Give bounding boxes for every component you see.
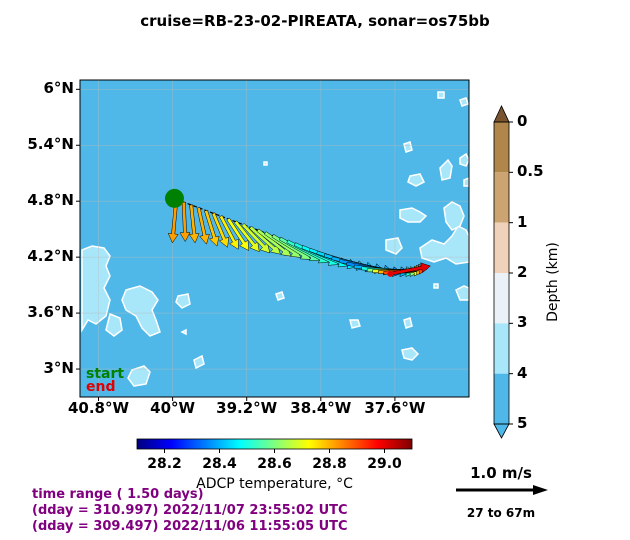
depth-colorbar-bottom-extension xyxy=(493,423,510,439)
shallow-region xyxy=(385,237,403,255)
shallow-region xyxy=(439,158,453,181)
shallow-region xyxy=(175,293,191,309)
shallow-region xyxy=(419,225,469,265)
depth-colorbar-tick-label: 3 xyxy=(517,313,528,332)
x-tick-label: 40°W xyxy=(150,399,196,417)
shallow-regions xyxy=(81,91,469,387)
depth-colorbar-tick-label: 5 xyxy=(517,414,528,432)
velocity-vector xyxy=(188,204,200,244)
legend-start: start xyxy=(86,366,125,382)
velocity-vector xyxy=(179,201,191,243)
scale-arrow xyxy=(456,485,548,495)
depth-colorbar-segment xyxy=(494,273,509,324)
depth-colorbar xyxy=(493,105,513,439)
chart-title: cruise=RB-23-02-PIREATA, sonar=os75bb xyxy=(140,12,490,30)
temperature-colorbar-tick-label: 28.8 xyxy=(312,456,347,472)
depth-colorbar-tick-label: 0 xyxy=(517,112,528,130)
velocity-vector xyxy=(196,207,210,245)
x-tick-label: 40.8°W xyxy=(67,399,130,417)
track-start-marker xyxy=(164,188,184,208)
depth-colorbar-segment xyxy=(494,323,509,374)
depth-colorbar-segment xyxy=(494,122,509,173)
y-tick-label: 4.2°N xyxy=(27,247,74,266)
velocity-vector xyxy=(219,215,239,250)
x-tick-label: 37.6°W xyxy=(364,399,426,417)
shallow-region xyxy=(443,201,465,231)
y-tick-label: 3°N xyxy=(43,359,75,378)
temperature-colorbar-title: ADCP temperature, °C xyxy=(196,476,353,492)
shallow-region xyxy=(433,283,439,289)
shallow-region xyxy=(463,177,469,187)
track-markers xyxy=(164,188,394,277)
shallow-region xyxy=(459,97,469,107)
y-tick-label: 5.4°N xyxy=(27,135,74,154)
velocity-vector xyxy=(249,225,281,255)
velocity-vector xyxy=(233,220,260,253)
depth-colorbar-tick-label: 0.5 xyxy=(517,162,544,181)
y-axis-ticks xyxy=(76,88,80,370)
y-tick-label: 3.6°N xyxy=(27,303,74,322)
x-tick-label: 39.2°W xyxy=(216,399,278,417)
scale-speed-label: 1.0 m/s xyxy=(470,464,532,482)
end-time-label: (dday = 310.997) 2022/11/07 23:55:02 UTC xyxy=(32,503,348,518)
temperature-colorbar-tick-label: 28.6 xyxy=(257,456,292,472)
depth-colorbar-segment xyxy=(494,373,509,424)
shallow-region xyxy=(81,245,111,333)
shallow-region xyxy=(407,173,426,187)
x-axis-ticks xyxy=(98,397,396,401)
depth-colorbar-top-extension xyxy=(493,105,510,123)
shallow-region xyxy=(105,312,123,337)
depth-colorbar-segment xyxy=(494,222,509,273)
shallow-region xyxy=(275,291,285,301)
temperature-colorbar-gradient xyxy=(136,438,413,450)
track-end-marker xyxy=(387,270,394,277)
temperature-colorbar xyxy=(136,438,413,453)
start-time-label: (dday = 309.497) 2022/11/06 11:55:05 UTC xyxy=(32,519,348,534)
velocity-vector xyxy=(211,212,229,248)
velocity-vector xyxy=(226,217,249,251)
depth-colorbar-tick-label: 2 xyxy=(517,263,528,281)
shallow-region xyxy=(349,319,361,329)
velocity-vector xyxy=(388,262,431,276)
shallow-region xyxy=(263,161,268,166)
y-tick-label: 6°N xyxy=(43,79,75,98)
depth-colorbar-tick-label: 4 xyxy=(517,363,528,382)
shallow-region xyxy=(455,285,469,301)
shallow-region xyxy=(399,207,428,223)
depth-colorbar-tick-label: 1 xyxy=(517,212,528,231)
shallow-region xyxy=(401,347,420,361)
temperature-colorbar-tick-label: 29.0 xyxy=(367,456,402,472)
depth-colorbar-segment xyxy=(494,172,509,223)
shallow-region xyxy=(437,91,445,99)
shallow-region xyxy=(127,365,151,387)
shallow-region xyxy=(193,354,205,370)
scale-depth-label: 27 to 67m xyxy=(466,506,536,520)
shallow-region xyxy=(403,317,413,329)
time-range-label: time range ( 1.50 days) xyxy=(32,487,204,502)
shallow-region xyxy=(180,328,187,336)
shallow-region xyxy=(459,152,469,167)
depth-colorbar-title: Depth (km) xyxy=(545,242,561,322)
y-tick-label: 4.8°N xyxy=(27,191,74,210)
velocity-vector xyxy=(204,209,220,247)
temperature-colorbar-tick-label: 28.2 xyxy=(147,456,182,472)
x-tick-label: 38.4°W xyxy=(290,399,352,417)
velocity-vector xyxy=(241,223,271,254)
shallow-region xyxy=(403,141,413,153)
temperature-colorbar-tick-label: 28.4 xyxy=(202,456,237,472)
legend-end: end xyxy=(86,379,116,395)
map-frame xyxy=(79,79,470,398)
shallow-region xyxy=(121,285,161,337)
